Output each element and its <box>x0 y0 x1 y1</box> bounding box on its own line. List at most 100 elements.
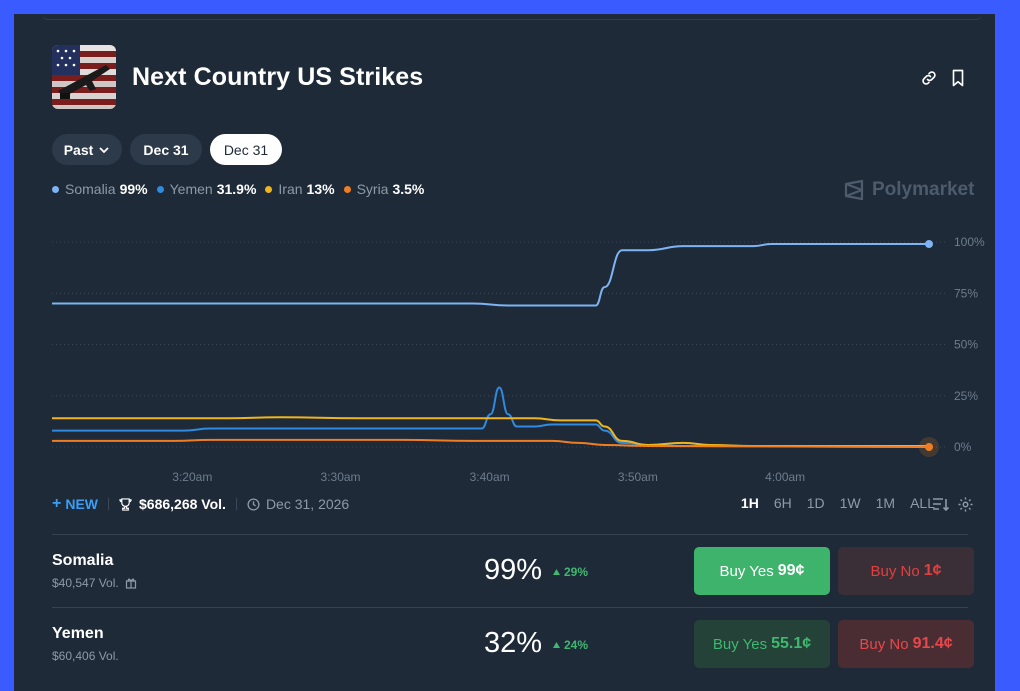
outcome-name: Somalia <box>52 552 114 569</box>
legend-value: 31.9% <box>216 181 257 197</box>
outcome-change: 29% <box>552 565 588 579</box>
polymarket-brand: Polymarket <box>844 179 974 201</box>
date-filter-1-label: Dec 31 <box>143 141 189 158</box>
buy-no-label: Buy No <box>870 562 920 580</box>
new-badge: + NEW <box>52 495 98 513</box>
outcome-volume-text: $40,547 Vol. <box>52 576 119 590</box>
outcome-change-value: 29% <box>564 565 589 579</box>
end-date: Dec 31, 2026 <box>247 496 349 512</box>
price-chart[interactable]: 3:20am 3:30am 3:40am 3:50am 4:00am 100% 75% 50… <box>14 219 995 489</box>
legend-dot <box>265 185 273 193</box>
legend-dot <box>343 185 351 193</box>
market-meta: + NEW $686,268 Vol. Dec 31, 2026 <box>52 495 349 513</box>
legend-name: Somalia <box>65 181 116 197</box>
clock-icon <box>247 497 260 511</box>
plus-icon: + <box>52 495 62 512</box>
buy-yes-button[interactable]: Buy Yes 55.1¢ <box>694 620 830 668</box>
series-line-somalia <box>51 243 929 307</box>
market-logo <box>52 45 116 109</box>
buy-no-label: Buy No <box>859 635 909 653</box>
past-label: Past <box>63 141 94 158</box>
sort-list-icon[interactable] <box>932 496 950 513</box>
legend-dot <box>52 185 59 193</box>
settings-gear-icon[interactable] <box>957 496 974 513</box>
market-title: Next Country US Strikes <box>132 63 424 91</box>
legend-value: 3.5% <box>392 181 425 197</box>
buy-no-price: 91.4¢ <box>912 635 953 652</box>
triangle-up-icon <box>553 569 560 575</box>
chart-legend: Somalia 99% Yemen 31.9% Iran 13% Syria 3… <box>52 181 433 197</box>
legend-dot <box>156 185 164 193</box>
new-label: NEW <box>65 496 99 512</box>
x-tick-label: 3:50am <box>618 470 658 484</box>
end-date-text: Dec 31, 2026 <box>265 496 350 512</box>
outcome-name: Yemen <box>52 625 104 642</box>
x-tick-label: 3:20am <box>172 470 212 484</box>
outcome-row-somalia[interactable]: Somalia $40,547 Vol. 99% 29% Buy Yes 99¢… <box>52 534 974 607</box>
divider <box>235 498 237 510</box>
volume-text: $686,268 Vol. <box>139 496 226 512</box>
y-tick-label: 25% <box>954 389 978 403</box>
buy-yes-button[interactable]: Buy Yes 99¢ <box>694 547 830 595</box>
chevron-down-icon <box>99 146 109 153</box>
trophy-icon <box>119 497 132 511</box>
outcome-change-value: 24% <box>564 638 589 652</box>
link-icon[interactable] <box>920 69 938 87</box>
outcome-probability: 32% <box>484 627 543 659</box>
range-1h[interactable]: 1H <box>740 495 759 511</box>
legend-item-syria: Syria 3.5% <box>343 181 425 197</box>
y-tick-label: 75% <box>954 286 978 300</box>
outcome-row-yemen[interactable]: Yemen $60,406 Vol. 32% 24% Buy Yes 55.1¢… <box>52 607 974 680</box>
date-filter-2-selected[interactable]: Dec 31 <box>210 134 282 165</box>
legend-value: 99% <box>119 181 148 197</box>
legend-item-iran: Iran 13% <box>265 181 335 197</box>
polymarket-logo-icon <box>844 179 864 201</box>
range-all[interactable]: ALL <box>910 495 935 511</box>
legend-name: Iran <box>278 181 303 197</box>
past-dropdown[interactable]: Past <box>52 134 122 165</box>
y-tick-label: 50% <box>954 338 978 352</box>
range-1w[interactable]: 1W <box>839 495 861 511</box>
divider <box>108 498 110 510</box>
buy-yes-label: Buy Yes <box>719 562 774 580</box>
buy-no-price: 1¢ <box>923 562 942 579</box>
brand-name: Polymarket <box>872 179 975 200</box>
buy-yes-price: 55.1¢ <box>771 635 812 652</box>
series-line-yemen <box>52 386 930 448</box>
time-range-selector: 1H 6H 1D 1W 1M ALL <box>726 495 935 511</box>
gift-icon <box>125 578 136 589</box>
y-tick-label: 0% <box>954 440 972 454</box>
date-filter-1[interactable]: Dec 31 <box>130 134 202 165</box>
previous-card-edge <box>42 14 982 20</box>
outcome-volume: $60,406 Vol. <box>52 649 119 663</box>
bookmark-icon[interactable] <box>950 69 968 87</box>
buy-yes-price: 99¢ <box>777 562 805 579</box>
series-end-point <box>925 240 933 249</box>
legend-value: 13% <box>306 181 335 197</box>
buy-no-button[interactable]: Buy No 91.4¢ <box>838 620 974 668</box>
outcome-volume-text: $60,406 Vol. <box>52 649 119 663</box>
x-tick-label: 3:30am <box>321 470 361 484</box>
date-filter-2-label: Dec 31 <box>223 141 269 158</box>
total-volume: $686,268 Vol. <box>119 496 226 512</box>
x-tick-label: 3:40am <box>470 470 510 484</box>
outcome-change: 24% <box>552 638 588 652</box>
buy-no-button[interactable]: Buy No 1¢ <box>838 547 974 595</box>
legend-name: Syria <box>356 181 389 197</box>
outcome-volume: $40,547 Vol. <box>52 576 137 590</box>
legend-item-yemen: Yemen 31.9% <box>156 181 257 197</box>
triangle-up-icon <box>553 642 560 648</box>
market-panel: Next Country US Strikes Past Dec 31 Dec … <box>14 14 995 691</box>
legend-item-somalia: Somalia 99% <box>52 181 148 197</box>
x-tick-label: 4:00am <box>765 470 805 484</box>
series-line-syria <box>51 438 930 448</box>
buy-yes-label: Buy Yes <box>712 635 768 653</box>
series-end-point <box>925 443 933 451</box>
series-line-iran <box>52 416 929 447</box>
range-1d[interactable]: 1D <box>806 495 825 511</box>
range-1m[interactable]: 1M <box>875 495 896 511</box>
range-6h[interactable]: 6H <box>773 495 792 511</box>
outcome-probability: 99% <box>484 554 543 586</box>
legend-name: Yemen <box>169 181 213 197</box>
y-tick-label: 100% <box>954 235 985 249</box>
